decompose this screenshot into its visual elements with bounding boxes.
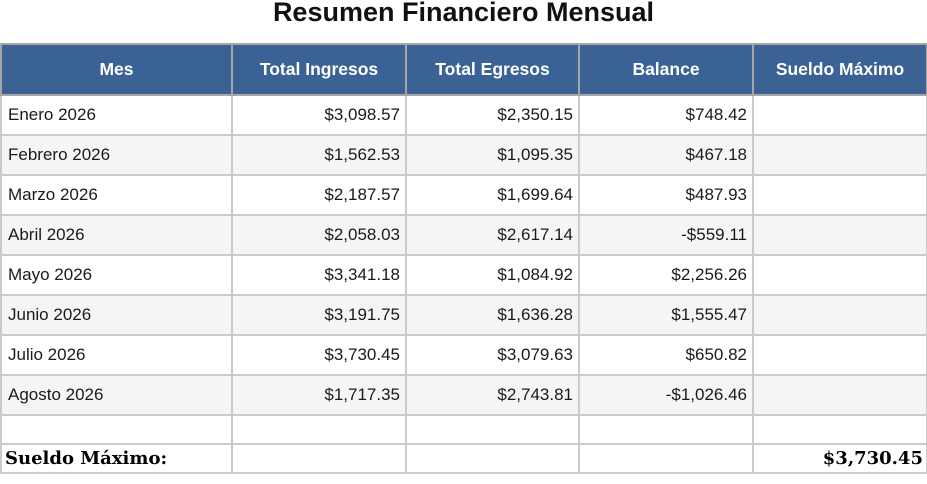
cell-mes: Julio 2026 [0, 334, 233, 376]
empty-cell [405, 443, 580, 474]
cell-mes: Marzo 2026 [0, 174, 233, 216]
cell-balance: $1,555.47 [578, 294, 754, 336]
cell-ingresos: $2,187.57 [231, 174, 407, 216]
table-row: Marzo 2026 $2,187.57 $1,699.64 $487.93 [0, 174, 927, 216]
cell-sueldo [752, 174, 927, 216]
cell-sueldo [752, 334, 927, 376]
empty-row [0, 414, 927, 445]
col-header-balance: Balance [578, 43, 754, 96]
cell-balance: $650.82 [578, 334, 754, 376]
cell-mes: Abril 2026 [0, 214, 233, 256]
cell-ingresos: $3,730.45 [231, 334, 407, 376]
cell-ingresos: $1,562.53 [231, 134, 407, 176]
cell-egresos: $3,079.63 [405, 334, 580, 376]
cell-balance: $467.18 [578, 134, 754, 176]
cell-ingresos: $1,717.35 [231, 374, 407, 416]
col-header-total-egresos: Total Egresos [405, 43, 580, 96]
cell-balance: $748.42 [578, 94, 754, 136]
cell-sueldo [752, 214, 927, 256]
cell-egresos: $2,617.14 [405, 214, 580, 256]
cell-egresos: $1,095.35 [405, 134, 580, 176]
table-row: Agosto 2026 $1,717.35 $2,743.81 -$1,026.… [0, 374, 927, 416]
footer-label-sueldo-maximo: Sueldo Máximo: [0, 443, 233, 474]
cell-ingresos: $3,341.18 [231, 254, 407, 296]
table-row: Febrero 2026 $1,562.53 $1,095.35 $467.18 [0, 134, 927, 176]
cell-egresos: $1,084.92 [405, 254, 580, 296]
cell-sueldo [752, 374, 927, 416]
empty-cell [578, 414, 754, 445]
page-title: Resumen Financiero Mensual [272, 0, 655, 27]
cell-sueldo [752, 254, 927, 296]
table-header: Mes Total Ingresos Total Egresos Balance… [0, 43, 927, 96]
table-row: Julio 2026 $3,730.45 $3,079.63 $650.82 [0, 334, 927, 376]
empty-cell [231, 414, 407, 445]
cell-mes: Junio 2026 [0, 294, 233, 336]
cell-mes: Enero 2026 [0, 94, 233, 136]
table-body: Enero 2026 $3,098.57 $2,350.15 $748.42 F… [0, 94, 927, 474]
empty-cell [231, 443, 407, 474]
title-bar: Resumen Financiero Mensual [0, 0, 927, 43]
cell-mes: Mayo 2026 [0, 254, 233, 296]
cell-sueldo [752, 94, 927, 136]
cell-ingresos: $2,058.03 [231, 214, 407, 256]
table-row: Mayo 2026 $3,341.18 $1,084.92 $2,256.26 [0, 254, 927, 296]
empty-cell [405, 414, 580, 445]
cell-mes: Febrero 2026 [0, 134, 233, 176]
cell-egresos: $1,636.28 [405, 294, 580, 336]
header-row: Mes Total Ingresos Total Egresos Balance… [0, 43, 927, 96]
col-header-sueldo-maximo: Sueldo Máximo [752, 43, 927, 96]
empty-cell [752, 414, 927, 445]
footer-value-sueldo-maximo: $3,730.45 [752, 443, 927, 474]
col-header-mes: Mes [0, 43, 233, 96]
cell-balance: -$1,026.46 [578, 374, 754, 416]
financial-summary-table: Mes Total Ingresos Total Egresos Balance… [0, 43, 927, 474]
table-row: Enero 2026 $3,098.57 $2,350.15 $748.42 [0, 94, 927, 136]
cell-balance: $2,256.26 [578, 254, 754, 296]
cell-ingresos: $3,191.75 [231, 294, 407, 336]
cell-sueldo [752, 294, 927, 336]
cell-mes: Agosto 2026 [0, 374, 233, 416]
cell-egresos: $2,350.15 [405, 94, 580, 136]
empty-cell [578, 443, 754, 474]
table-row: Abril 2026 $2,058.03 $2,617.14 -$559.11 [0, 214, 927, 256]
table-row: Junio 2026 $3,191.75 $1,636.28 $1,555.47 [0, 294, 927, 336]
cell-egresos: $1,699.64 [405, 174, 580, 216]
cell-egresos: $2,743.81 [405, 374, 580, 416]
empty-cell [0, 414, 233, 445]
cell-sueldo [752, 134, 927, 176]
cell-balance: $487.93 [578, 174, 754, 216]
col-header-total-ingresos: Total Ingresos [231, 43, 407, 96]
footer-row: Sueldo Máximo: $3,730.45 [0, 443, 927, 474]
cell-balance: -$559.11 [578, 214, 754, 256]
cell-ingresos: $3,098.57 [231, 94, 407, 136]
